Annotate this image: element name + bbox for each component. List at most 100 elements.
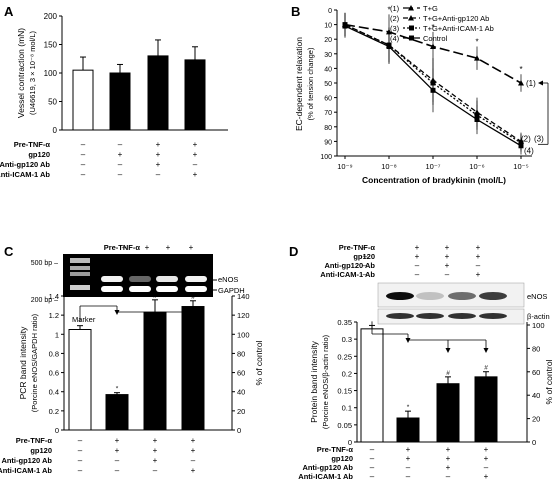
panel-b-y-tick-label: 0 [328,8,332,15]
panel-b-legend-marker [408,5,414,11]
panel-c-gel-gapdh-band [129,286,151,292]
panel-d-y-tick-label: 0.15 [337,387,352,396]
panel-d-y2label: % of control [544,359,554,404]
panel-c-y2-tick-label: 20 [237,407,245,416]
panel-c-star: * [116,386,119,393]
panel-b-point [474,55,480,61]
panel-d-treatment-sign: + [406,445,411,454]
panel-d-bar [360,328,384,443]
panel-d-blot-actin-band [448,313,476,319]
panel-c-gel-gapdh-band [101,286,123,292]
panel-b-legend-number: (2) [390,14,400,23]
panel-b-legend-number: (1) [390,4,400,13]
panel-c-y-tick-label: 1.4 [49,292,59,301]
panel-d-star: * [407,404,410,411]
panel-d-y-tick-label: 0.05 [337,421,352,430]
panel-a-treatment-label: Anti-ICAM-1 Ab [0,170,50,179]
panel-a-treatment-sign: – [118,170,123,179]
panel-c-y-tick-label: 0.6 [49,369,59,378]
panel-c-bar [143,311,167,431]
panel-d-treatment-sign: – [370,472,375,480]
panel-b-star: * [431,23,434,32]
panel-d-treatment-sign: + [446,454,451,463]
panel-d-top-treatment-sign: – [363,252,368,261]
panel-d-bracket-arrow [405,338,411,343]
panel-d-y-tick-label: 0.3 [342,335,352,344]
panel-d-treatment-sign: – [406,472,411,480]
panel-c-treatment-sign: + [191,446,196,455]
panel-d-top-treatment-sign: + [445,252,450,261]
panel-d-treatment-sign: – [370,463,375,472]
panel-c-treatment-sign: – [191,456,196,465]
panel-b-series-line [344,24,522,144]
panel-c-y2-tick-label: 100 [237,330,250,339]
panel-a-treatment-sign: – [156,170,161,179]
panel-d-star: # [446,370,450,377]
panel-d-blot-label: eNOS [527,292,547,301]
panel-c-treatment-sign: – [115,466,120,475]
panel-c-treatment-sign: + [115,446,120,455]
panel-d-y2-tick-label: 20 [532,415,540,424]
panel-a-treatment-sign: + [156,160,161,169]
panel-c-gel-band-label: eNOS [218,275,238,284]
panel-a-treatment-sign: – [118,160,123,169]
panel-b-y-tick-label: 30 [324,52,332,59]
panel-b-legend-number: (4) [390,34,400,43]
panel-a-treatment-sign: – [81,170,86,179]
panel-c-y-tick-label: 0.4 [49,388,59,397]
panel-b-legend-marker [408,15,414,21]
panel-b-y-tick-label: 50 [324,81,332,88]
panel-b-y-tick-label: 70 [324,110,332,117]
panel-c-treatment-sign: – [78,446,83,455]
panel-b-legend-number: (3) [390,24,400,33]
panel-c-treatment-label: gp120 [30,446,52,455]
panel-c-treatment-label: Anti-gp120 Ab [1,456,52,465]
panel-c-gel-enos-band [156,276,178,282]
panel-c-top-treatment-sign: + [166,243,171,252]
panel-c-bar [105,394,129,431]
panel-c-gel-ladder-band [70,266,90,270]
panel-a-y-tick-label: 0 [53,126,58,135]
panel-d-y-tick-label: 0 [348,438,352,447]
panel-b-y-tick-label: 80 [324,125,332,132]
panel-d-blot-label: β-actin [527,312,550,321]
panel-c-top-treatment-sign: + [145,243,150,252]
panel-c-ylabel: PCR band intensity [18,326,28,400]
panel-c-y2-tick-label: 40 [237,388,245,397]
panel-d-blot-actin-band [479,313,507,319]
panel-d-y2-tick-label: 100 [532,321,545,330]
panel-d-bar [436,383,460,443]
panel-d-top-treatment-sign: – [415,261,420,270]
panel-c-y-tick-label: 1.2 [49,311,59,320]
panel-c-marker-label: Marker [72,315,96,324]
panel-d-top-treatment-sign: – [363,243,368,252]
panel-b-ylabel2: (% of tension change) [306,47,315,120]
panel-d-top-treatment-sign: + [476,270,481,279]
panel-a-bar [147,55,169,131]
panel-d-top-treatment-label: gp120 [353,252,375,261]
panel-c-letter: C [4,244,14,259]
panel-c-ylabel2: (Porcine eNOS/GAPDH ratio) [30,313,39,412]
panel-d-treatment-sign: + [446,463,451,472]
panel-d-y2-tick-label: 40 [532,391,540,400]
panel-d-top-treatment-sign: + [476,243,481,252]
panel-b-letter: B [291,4,300,19]
panel-b-star: * [519,65,522,74]
panel-d-bar [474,376,498,443]
panel-b-y-tick-label: 20 [324,37,332,44]
panel-d-top-treatment-label: Anti-ICAM-1 Ab [320,270,375,279]
panel-a-y-tick-label: 100 [44,69,58,78]
panel-c-gel-ladder-band [70,272,90,276]
panel-c-gel-gapdh-band [185,286,207,292]
panel-c-top-treatment-sign: + [189,243,194,252]
panel-d-top-treatment-label: Pre-TNF-α [339,243,376,252]
panel-b-x-tick-label: 10⁻⁹ [337,162,353,171]
panel-d-y2-tick-label: 80 [532,344,540,353]
panel-c-gel-gapdh-band [156,286,178,292]
panel-c-treatment-sign: – [115,456,120,465]
panel-c-gel-ladder-band [70,285,90,290]
panel-c-treatment-sign: + [153,436,158,445]
panel-b-end-label: (2) [521,134,531,143]
panel-c-treatment-label: Pre-TNF-α [16,436,53,445]
